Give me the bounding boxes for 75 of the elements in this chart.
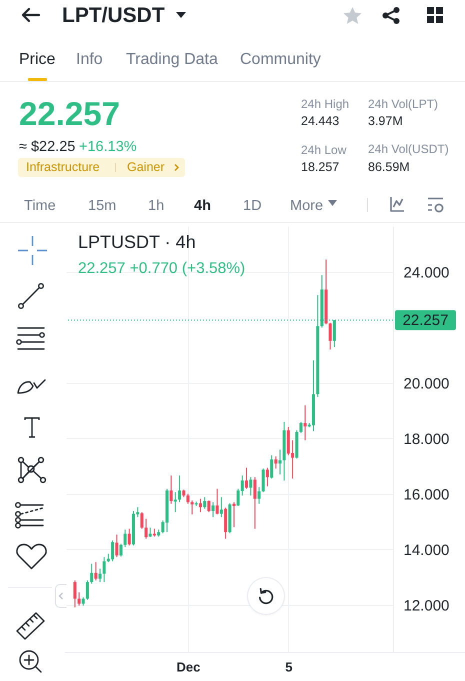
text: 24h Vol(LPT): [368, 97, 438, 112]
y-tick-label: 12.000: [404, 597, 450, 614]
text: Info: [76, 51, 103, 68]
candlestick: [178, 474, 182, 503]
candlestick: [128, 528, 131, 546]
candlestick: [148, 527, 152, 538]
text: 4h: [194, 198, 211, 214]
candlestick: [266, 467, 269, 487]
candlestick: [304, 404, 307, 441]
text: 24h Vol(USDT): [368, 142, 449, 156]
candlestick: [207, 500, 210, 513]
candlestick: [86, 580, 89, 600]
candlestick: [258, 486, 261, 504]
text: 18.257: [301, 160, 340, 174]
ref-line-label: 22.257: [402, 312, 448, 330]
candlestick: [220, 496, 223, 518]
candlestick: [186, 493, 190, 504]
text: 1h: [148, 198, 164, 214]
candlestick: [328, 322, 332, 350]
y-tick-label: 18.000: [404, 430, 450, 448]
candlestick: [102, 556, 106, 583]
text: Gainer: [127, 160, 165, 174]
text: 24h High: [301, 97, 350, 112]
candlestick: [286, 426, 290, 456]
y-tick-label: 20.000: [404, 375, 450, 392]
candlestick: [262, 468, 265, 493]
candlestick: [253, 476, 256, 530]
candlestick: [274, 456, 278, 470]
text: +16.13%: [79, 138, 137, 155]
x-tick-label: Dec: [176, 660, 200, 674]
text: 24h Low: [301, 143, 346, 158]
candlestick: [299, 421, 302, 434]
text: LPT/USDT: [62, 4, 165, 27]
text: 24.443: [301, 114, 340, 128]
candlestick: [278, 449, 282, 475]
candlestick: [216, 488, 219, 515]
candlestick: [73, 580, 76, 608]
candlestick: [124, 529, 127, 548]
text: 3.97M: [368, 114, 403, 128]
y-tick-label: 14.000: [404, 542, 450, 559]
candlestick: [198, 498, 202, 513]
candlestick: [245, 467, 248, 490]
text: Price: [19, 51, 56, 68]
candlestick: [115, 534, 118, 558]
candlestick: [144, 518, 148, 540]
candlestick: [90, 563, 94, 584]
candlestick: [111, 540, 114, 562]
candlestick: [249, 476, 252, 496]
text: 22.257: [19, 94, 120, 132]
candlestick: [140, 512, 144, 530]
text: Trading Data: [126, 51, 218, 68]
candlestick: [98, 568, 102, 583]
candlestick: [203, 496, 206, 510]
candlestick: [78, 592, 81, 606]
candlestick: [174, 492, 177, 513]
x-tick-label: 5: [285, 660, 292, 674]
candlestick: [270, 454, 274, 480]
y-tick-label: 24.000: [404, 264, 450, 282]
candlestick: [190, 500, 194, 515]
text: Community: [240, 51, 321, 68]
candlestick: [94, 562, 98, 581]
text: 15m: [88, 198, 116, 214]
candlestick: [224, 507, 228, 540]
y-tick-label: 16.000: [404, 486, 450, 504]
candlestick: [212, 502, 215, 518]
chart-title: LPTUSDT · 4h: [78, 232, 196, 252]
text: 1D: [243, 198, 262, 214]
text: 22.257 +0.770 (+3.58%): [78, 260, 246, 278]
candlestick: [170, 474, 173, 504]
text: ≈ $22.25: [19, 138, 76, 155]
text: Time: [24, 198, 56, 214]
text: 86.59M: [368, 160, 410, 174]
text: More: [290, 198, 324, 214]
text: Infrastructure: [26, 160, 100, 174]
candlestick: [119, 543, 122, 558]
